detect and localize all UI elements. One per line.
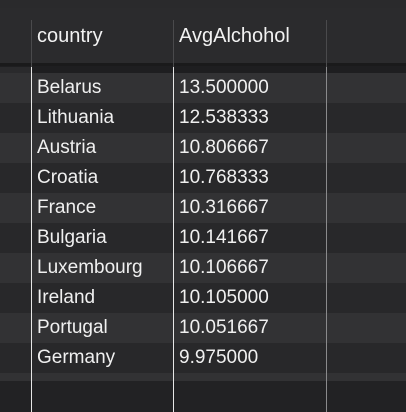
column-divider	[173, 20, 174, 67]
cell-avgalchohol[interactable]: 10.106667	[179, 257, 269, 278]
empty-row	[0, 373, 406, 381]
table-row[interactable]: France 10.316667	[0, 193, 406, 223]
table-row[interactable]: Belarus 13.500000	[0, 73, 406, 103]
cell-avgalchohol[interactable]: 10.316667	[179, 197, 269, 218]
column-header-country[interactable]: country	[37, 25, 103, 47]
cell-avgalchohol[interactable]: 10.806667	[179, 137, 269, 158]
column-divider	[173, 67, 174, 412]
cell-country[interactable]: Bulgaria	[37, 227, 107, 248]
cell-avgalchohol[interactable]: 13.500000	[179, 77, 269, 98]
cell-country[interactable]: Austria	[37, 137, 97, 158]
table-row[interactable]: Bulgaria 10.141667	[0, 223, 406, 253]
cell-country[interactable]: Germany	[37, 347, 116, 368]
cell-avgalchohol[interactable]: 12.538333	[179, 107, 269, 128]
cell-avgalchohol[interactable]: 10.105000	[179, 287, 269, 308]
cell-country[interactable]: Belarus	[37, 77, 102, 98]
grid-top-strip	[0, 0, 406, 8]
cell-country[interactable]: Lithuania	[37, 107, 115, 128]
table-row[interactable]: Portugal 10.051667	[0, 313, 406, 343]
table-row[interactable]: Luxembourg 10.106667	[0, 253, 406, 283]
header-divider	[0, 63, 406, 66]
cell-avgalchohol[interactable]: 10.051667	[179, 317, 269, 338]
column-divider	[326, 20, 327, 67]
empty-row	[0, 381, 406, 412]
table-row[interactable]: Ireland 10.105000	[0, 283, 406, 313]
column-divider	[326, 67, 327, 412]
column-header-avgalchohol[interactable]: AvgAlchohol	[179, 25, 290, 47]
column-divider	[31, 67, 32, 412]
table-row[interactable]: Austria 10.806667	[0, 133, 406, 163]
cell-country[interactable]: Ireland	[37, 287, 96, 308]
table-row[interactable]: Lithuania 12.538333	[0, 103, 406, 133]
table-row[interactable]: Croatia 10.768333	[0, 163, 406, 193]
column-divider	[31, 20, 32, 67]
table-row[interactable]: Germany 9.975000	[0, 343, 406, 373]
cell-country[interactable]: France	[37, 197, 97, 218]
grid-header-row	[0, 8, 406, 63]
cell-avgalchohol[interactable]: 10.768333	[179, 167, 269, 188]
cell-country[interactable]: Portugal	[37, 317, 108, 338]
cell-country[interactable]: Luxembourg	[37, 257, 143, 278]
cell-avgalchohol[interactable]: 10.141667	[179, 227, 269, 248]
cell-country[interactable]: Croatia	[37, 167, 99, 188]
cell-avgalchohol[interactable]: 9.975000	[179, 347, 259, 368]
